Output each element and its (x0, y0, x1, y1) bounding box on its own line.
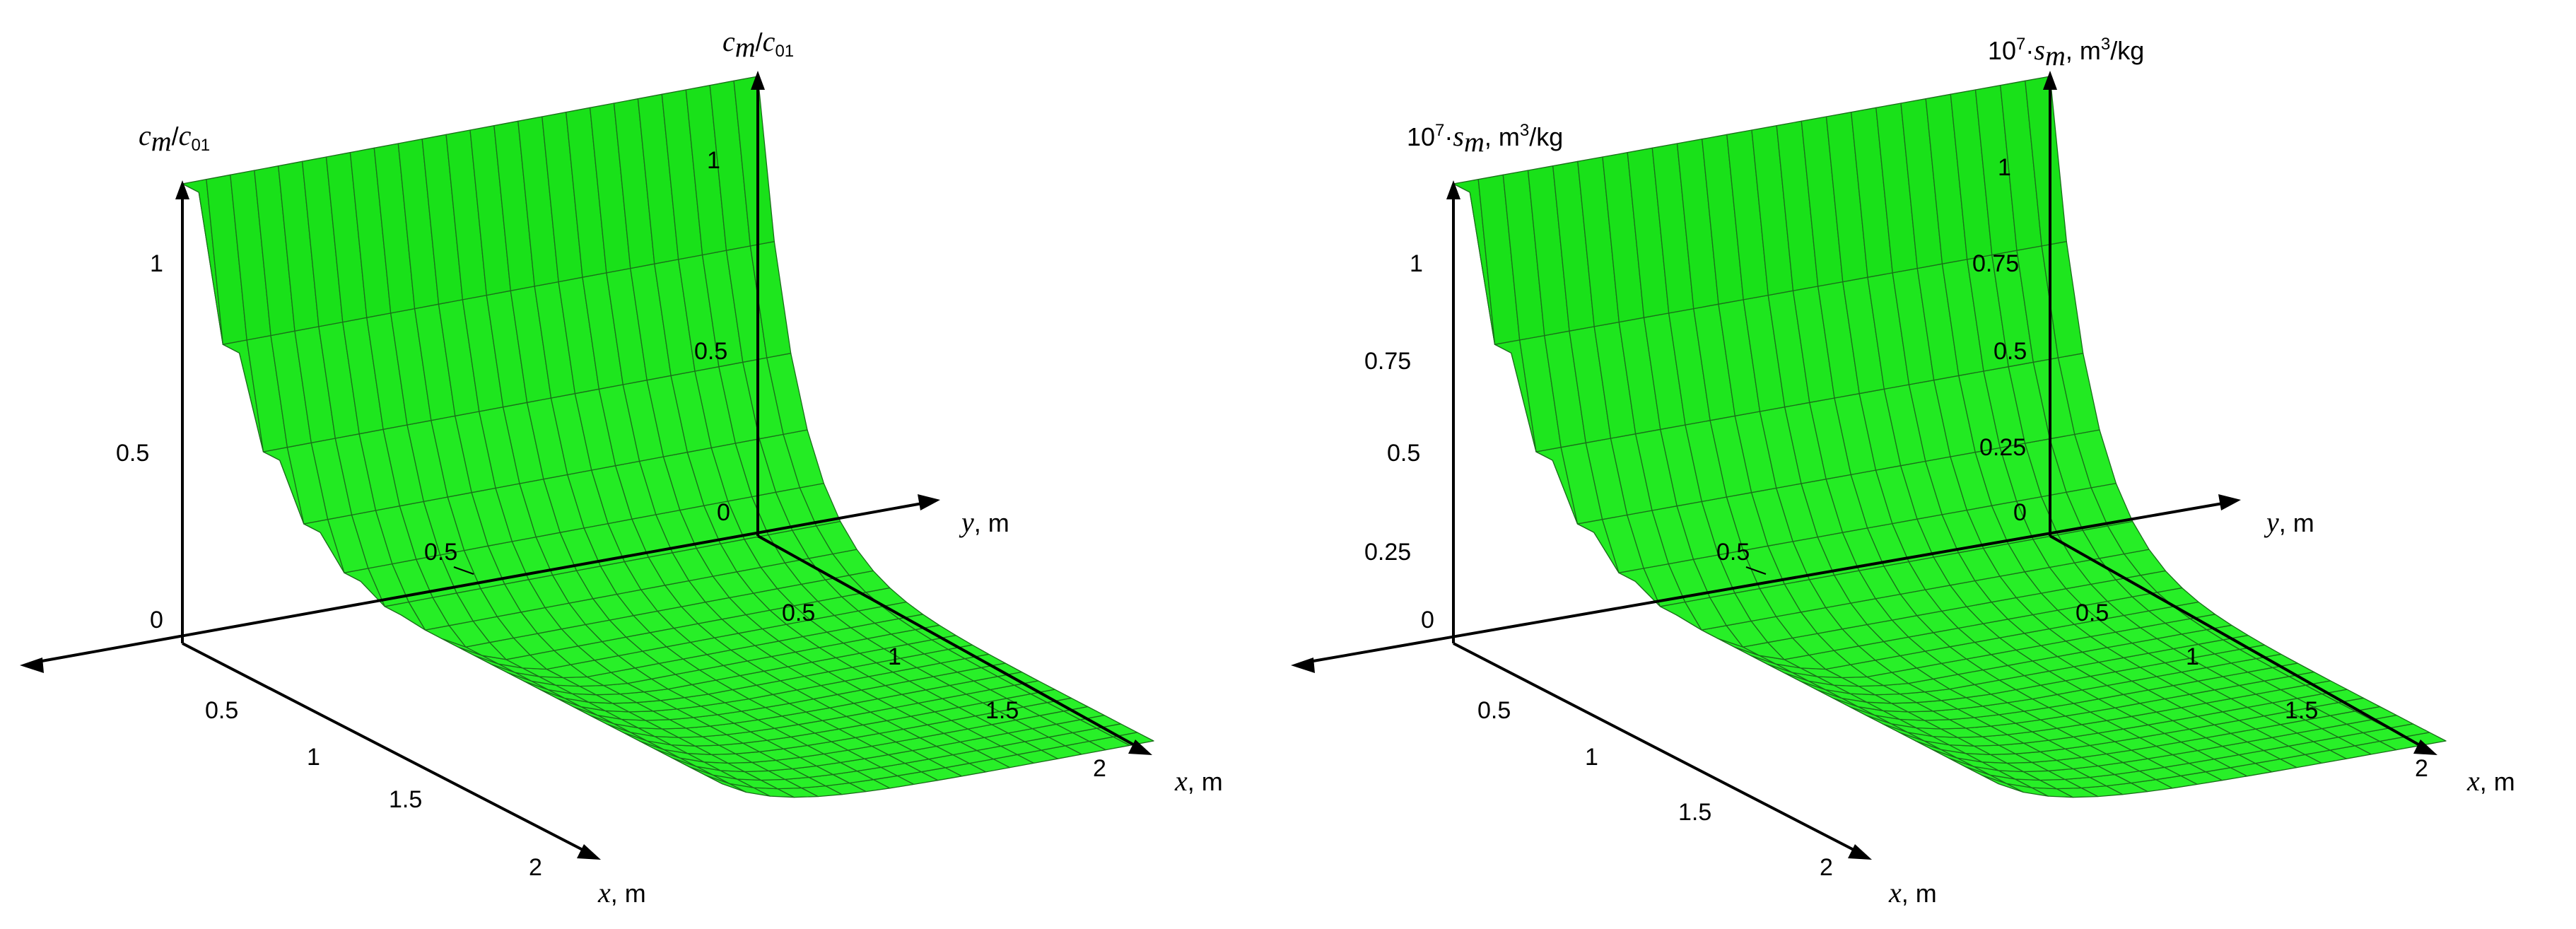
chart-left: 0 0.5 1 0 0.5 1 0.5 0.5 1 1.5 2 0.5 1 1.… (20, 25, 1223, 908)
z-tick-rp-right-0: 0 (2013, 499, 2027, 526)
y-arrow-left-pos (918, 494, 940, 510)
x-axis-right-panel-left (1453, 642, 1860, 854)
y-tick-left-3: 1.5 (985, 697, 1019, 724)
y-tick-right-1: 0.5 (2076, 600, 2109, 626)
z-tick-rp-right-1: 0.25 (1979, 434, 2026, 461)
z-arrow-right-panel-left (1446, 180, 1460, 199)
y-tickmark-right-0 (1745, 566, 1767, 575)
y-tick-left-0: 0.5 (424, 539, 457, 566)
y-tick-right-0: 0.5 (1716, 539, 1750, 566)
z-tick-rp-left-3: 0.75 (1364, 348, 1411, 375)
y-arrow-left-neg (20, 658, 44, 673)
x-arrow-right-panel-left (1848, 844, 1872, 860)
x-title-rp-right: x, m (2466, 765, 2515, 797)
x-title-left-bottom: x, m (597, 877, 646, 908)
z-tick-right-corner-1: 0.5 (694, 338, 727, 365)
z-tick-rp-left-0: 0 (1421, 607, 1434, 633)
y-tick-left-2: 1 (888, 643, 901, 670)
y-tick-left-4: 2 (1093, 755, 1106, 782)
y-title-right: y, m (2264, 506, 2314, 538)
surface-right (1453, 76, 2447, 798)
z-tick-rp-right-4: 1 (1998, 154, 2011, 181)
x-axis-right-panel-right (2049, 534, 2425, 749)
x-tick-right-2: 1.5 (1678, 799, 1711, 826)
z-tick-left-corner-2: 1 (150, 250, 163, 277)
z-tick-left-corner-1: 0.5 (116, 440, 149, 467)
x-title-left-right: x, m (1174, 765, 1223, 797)
y-tick-right-4: 2 (2415, 755, 2428, 782)
z-tick-left-corner-0: 0 (150, 607, 163, 633)
x-arrow-right-panel-right (2413, 740, 2437, 755)
z-tick-rp-left-2: 0.5 (1387, 440, 1420, 467)
z-tick-right-corner-2: 1 (707, 147, 720, 174)
z-tick-rp-right-3: 0.75 (1972, 250, 2019, 277)
y-tickmark-left-0 (453, 566, 474, 575)
z-title-right-corner: cm/c01 (722, 25, 794, 63)
x-tick-left-0: 0.5 (205, 697, 238, 724)
x-tick-left-1: 1 (307, 744, 320, 771)
chart-right: 0 0.25 0.5 0.75 1 0 0.25 0.5 0.75 1 0.5 … (1291, 34, 2515, 908)
z-arrow-right-panel-right (2043, 71, 2057, 90)
z-tick-rp-right-2: 0.5 (1994, 338, 2027, 365)
y-arrow-right-pos (2218, 494, 2241, 510)
y-axis-left (33, 501, 927, 664)
x-axis-left-corner (182, 642, 589, 854)
z-tick-rp-left-4: 1 (1410, 250, 1423, 277)
x-axis-right-corner (757, 534, 1140, 749)
y-tick-right-2: 1 (2186, 643, 2199, 670)
x-tick-right-0: 0.5 (1477, 697, 1511, 724)
x-tick-right-3: 2 (1820, 854, 1833, 881)
z-title-rp-left: 107·sm, m3/kg (1407, 120, 1563, 158)
z-title-rp-right: 107·sm, m3/kg (1988, 34, 2144, 71)
z-tick-rp-left-1: 0.25 (1364, 539, 1411, 566)
surface-cell (733, 76, 775, 247)
y-tick-right-3: 1.5 (2285, 697, 2318, 724)
x-tick-left-2: 1.5 (389, 786, 422, 813)
x-title-rp-bottom: x, m (1888, 877, 1937, 908)
x-tick-right-1: 1 (1585, 744, 1598, 771)
x-arrow-right-corner (1128, 740, 1152, 755)
z-tick-right-corner-0: 0 (717, 499, 730, 526)
surface-left (182, 76, 1154, 798)
surface-cell (2025, 76, 2067, 247)
x-tick-left-3: 2 (529, 854, 542, 881)
y-axis-right (1304, 501, 2227, 664)
y-tick-left-1: 0.5 (782, 600, 815, 626)
y-arrow-right-neg (1291, 658, 1315, 673)
z-arrow-left-corner (175, 180, 189, 199)
z-title-left-corner: cm/c01 (139, 119, 210, 157)
z-arrow-right-corner (751, 71, 765, 90)
x-arrow-left-corner (577, 844, 601, 860)
y-title-left: y, m (959, 506, 1009, 538)
